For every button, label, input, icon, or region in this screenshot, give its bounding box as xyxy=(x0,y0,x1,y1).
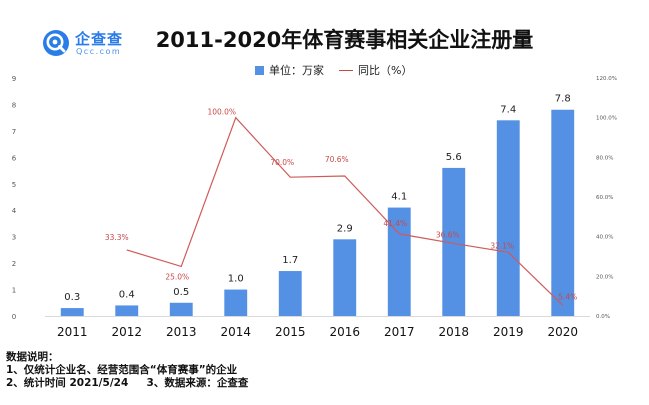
brand-domain: Qcc.com xyxy=(76,47,122,56)
yoy-value-label: 41.4% xyxy=(383,219,407,228)
data-notes: 数据说明： 1、仅统计企业名、经营范围含“体育赛事”的企业 2、统计时间 202… xyxy=(6,351,248,390)
yoy-value-label: 36.6% xyxy=(436,230,460,239)
chart-title: 2011-2020年体育赛事相关企业注册量 xyxy=(155,28,534,52)
bar-value-label: 4.1 xyxy=(391,192,407,203)
y2-tick-label: 60.0% xyxy=(596,195,613,201)
y2-tick-label: 0.0% xyxy=(596,314,610,320)
x-tick-label: 2012 xyxy=(111,325,142,339)
x-tick-label: 2015 xyxy=(275,325,306,339)
bar xyxy=(60,308,84,316)
brand-name: 企查查 xyxy=(75,30,124,48)
x-tick-label: 2020 xyxy=(547,325,578,339)
bar-value-label: 5.6 xyxy=(446,152,462,163)
yoy-value-label: 33.3% xyxy=(105,233,129,242)
x-tick-label: 2014 xyxy=(220,325,251,339)
bar xyxy=(224,289,248,316)
y2-tick-label: 100.0% xyxy=(596,116,617,122)
notes-heading: 数据说明： xyxy=(6,351,59,363)
bar xyxy=(442,167,466,316)
yoy-value-label: 70.6% xyxy=(325,155,349,164)
bar-value-label: 7.8 xyxy=(555,94,571,105)
bar-value-label: 0.4 xyxy=(119,289,135,300)
bar-value-label: 0.5 xyxy=(173,287,189,298)
bar xyxy=(333,239,357,316)
notes-line-2: 2、统计时间 2021/5/24 3、数据来源：企查查 xyxy=(6,377,249,389)
y-tick-label: 1 xyxy=(12,287,16,295)
bar xyxy=(551,109,575,316)
y2-tick-label: 40.0% xyxy=(596,235,613,241)
bar-value-label: 2.9 xyxy=(337,223,353,234)
y-tick-label: 8 xyxy=(12,101,16,109)
y-tick-label: 4 xyxy=(12,207,17,215)
yoy-value-label: 70.0% xyxy=(270,158,294,167)
chart-title-wrap: 2011-2020年体育赛事相关企业注册量 xyxy=(0,24,649,54)
bar xyxy=(496,120,520,316)
legend-bar-swatch xyxy=(255,65,264,75)
bar-value-label: 7.4 xyxy=(500,104,516,115)
y-tick-label: 9 xyxy=(12,75,16,83)
bar-value-label: 1.0 xyxy=(228,274,244,285)
y-tick-label: 5 xyxy=(12,181,16,189)
yoy-value-label: 5.4% xyxy=(558,292,577,301)
x-tick-label: 2013 xyxy=(166,325,197,339)
chart-area: 0 1 2 3 4 5 6 7 8 9 0.0% 20.0% 40.0% 60.0% 80.0% 100.0%… xyxy=(12,75,617,339)
legend-line-label: 同比（%） xyxy=(358,64,413,77)
y-tick-label: 6 xyxy=(12,154,17,162)
x-tick-label: 2017 xyxy=(384,325,415,339)
y2-tick-label: 20.0% xyxy=(596,274,613,280)
legend-line-swatch xyxy=(339,69,353,71)
yoy-line xyxy=(126,116,564,306)
y-tick-label: 7 xyxy=(12,128,16,136)
x-tick-label: 2011 xyxy=(57,325,88,339)
bar-value-label: 1.7 xyxy=(282,255,298,266)
y-tick-label: 3 xyxy=(12,234,16,242)
chart-legend: 单位：万家 同比（%） xyxy=(235,62,435,78)
y2-tick-label: 120.0% xyxy=(596,76,617,82)
yoy-value-label: 25.0% xyxy=(165,272,189,281)
bar xyxy=(169,302,193,316)
x-tick-label: 2016 xyxy=(329,325,360,339)
x-tick-label: 2019 xyxy=(493,325,524,339)
yoy-value-label: 32.1% xyxy=(490,241,514,250)
legend-bar-label: 单位：万家 xyxy=(269,64,324,77)
bar xyxy=(115,305,139,316)
bar-value-label: 0.3 xyxy=(64,292,80,303)
bar xyxy=(278,271,302,316)
y-tick-label: 2 xyxy=(12,260,16,268)
qcc-logo-icon xyxy=(43,30,69,56)
y2-tick-label: 80.0% xyxy=(596,155,613,161)
y-tick-label: 0 xyxy=(12,313,16,321)
x-tick-label: 2018 xyxy=(438,325,469,339)
legend-item-bar: 单位：万家 xyxy=(255,62,324,78)
yoy-value-label: 100.0% xyxy=(207,108,236,117)
brand-logo: 企查查 Qcc.com xyxy=(42,27,142,61)
notes-line-1: 1、仅统计企业名、经营范围含“体育赛事”的企业 xyxy=(6,364,238,376)
legend-item-line: 同比（%） xyxy=(339,62,412,78)
